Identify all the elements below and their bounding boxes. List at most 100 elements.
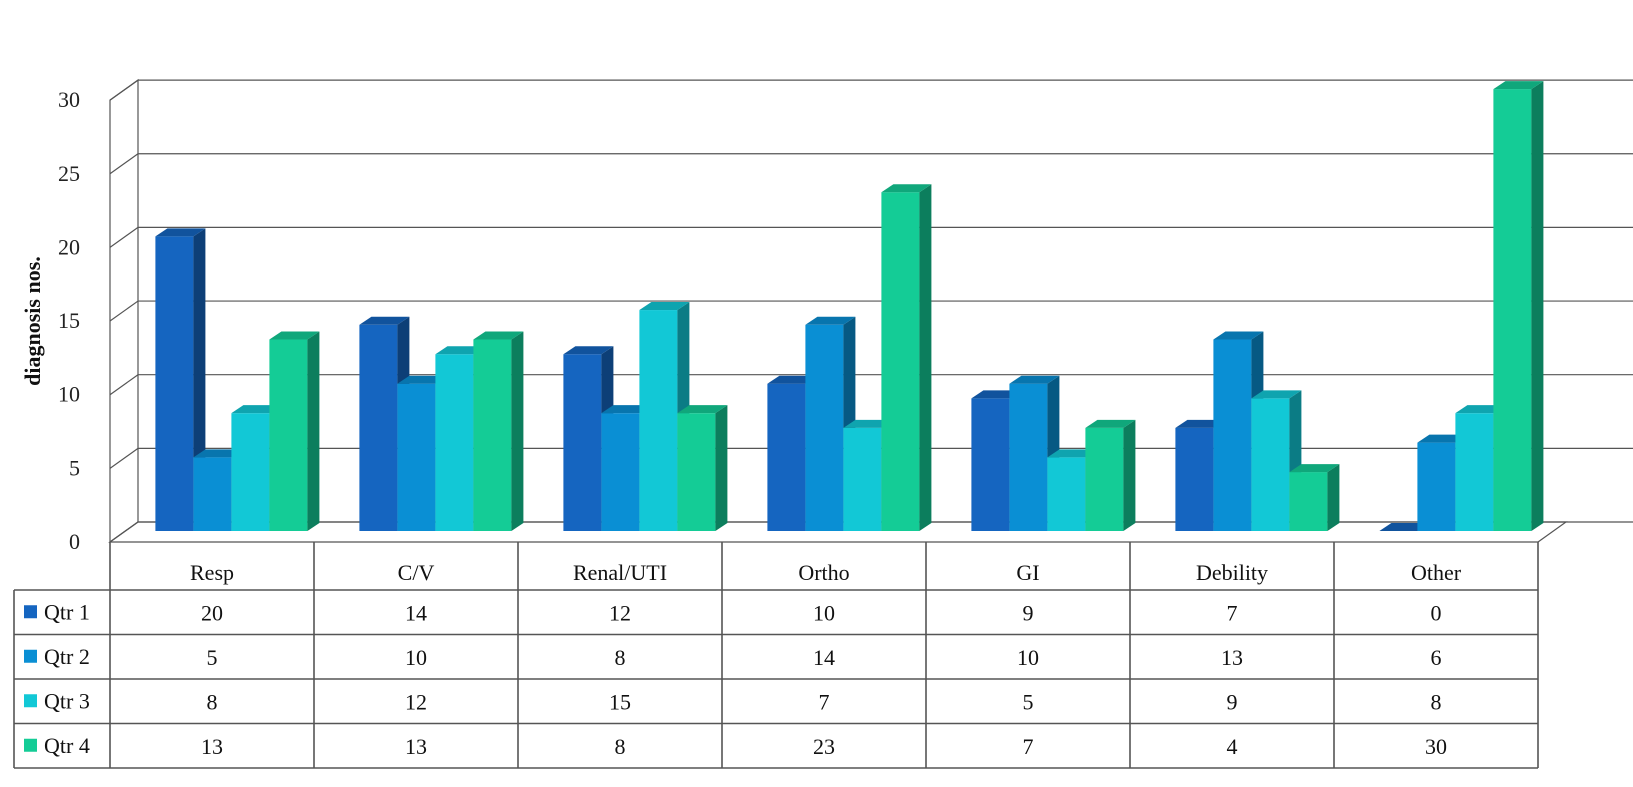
bar-front-face	[843, 427, 882, 531]
table-cell: 13	[1221, 645, 1243, 670]
table-cell: 12	[405, 689, 427, 714]
y-tick-label: 20	[58, 234, 80, 259]
bar-front-face	[971, 398, 1010, 531]
bar-top-face	[881, 184, 932, 193]
table-cell: 9	[1227, 689, 1238, 714]
bar	[1493, 81, 1544, 531]
bar-top-face	[563, 346, 614, 355]
bar-front-face	[1175, 427, 1214, 531]
table-cell: 5	[207, 645, 218, 670]
table-cell: 13	[405, 734, 427, 759]
bar-front-face	[1213, 339, 1252, 531]
y-tick-label: 15	[58, 308, 80, 333]
series-name: Qtr 1	[44, 599, 90, 624]
data-table: Resp C/V Renal/UTI Ortho GI Debility Other Qtr …	[13, 542, 1539, 769]
bar-front-face	[1047, 457, 1086, 531]
bar-front-face	[767, 383, 806, 531]
bar-side-face	[1123, 419, 1136, 531]
gridline	[109, 153, 1633, 175]
bar-top-face	[359, 316, 410, 325]
category-label: Ortho	[798, 560, 849, 585]
bar-front-face	[677, 413, 716, 531]
bar-front-face	[639, 310, 678, 531]
bar-front-face	[805, 324, 844, 531]
series-name: Qtr 4	[44, 733, 90, 758]
bar-side-face	[715, 405, 728, 531]
gridlines	[109, 79, 1633, 543]
bar	[473, 331, 524, 531]
y-tick-label: 25	[58, 161, 80, 186]
gridline	[109, 521, 1633, 543]
series-name: Qtr 3	[44, 688, 90, 713]
gridline	[109, 447, 1633, 469]
bars	[155, 81, 1544, 531]
bar-top-face	[193, 449, 244, 458]
legend-swatch	[24, 738, 37, 752]
bar-top-face	[1085, 419, 1136, 428]
bar-top-face	[677, 405, 728, 414]
bar	[1289, 464, 1340, 531]
table-cell: 4	[1227, 734, 1238, 759]
gridline	[109, 79, 1633, 101]
bar-front-face	[359, 324, 398, 531]
table-cell: 23	[813, 734, 835, 759]
bar-top-face	[1493, 81, 1544, 90]
bar-front-face	[1455, 413, 1494, 531]
category-label: GI	[1016, 560, 1039, 585]
table-cell: 13	[201, 734, 223, 759]
y-axis-ticks: 0 5 10 15 20 25 30	[58, 87, 80, 554]
bar-top-face	[1047, 449, 1098, 458]
bar-top-face	[805, 316, 856, 325]
table-cell: 14	[813, 645, 835, 670]
bar-top-face	[971, 390, 1022, 399]
bar-front-face	[1251, 398, 1290, 531]
bar-top-face	[1289, 464, 1340, 473]
table-cell: 5	[1023, 689, 1034, 714]
table-cell: 8	[207, 689, 218, 714]
bar-top-face	[397, 375, 448, 384]
table-cell: 10	[813, 600, 835, 625]
legend-swatch	[24, 605, 37, 619]
bar-front-face	[193, 457, 232, 531]
table-cell: 7	[819, 689, 830, 714]
gridline	[109, 300, 1633, 322]
y-tick-label: 0	[69, 529, 80, 554]
bar-side-face	[307, 331, 320, 531]
table-cell: 20	[201, 600, 223, 625]
bar-top-face	[1009, 375, 1060, 384]
bar-top-face	[639, 302, 690, 311]
bar-top-face	[231, 405, 282, 414]
table-cell: 12	[609, 600, 631, 625]
bar-side-face	[1531, 81, 1544, 531]
bar-top-face	[435, 346, 486, 355]
series-name: Qtr 2	[44, 644, 90, 669]
gridline	[109, 226, 1633, 248]
bar-front-face	[397, 383, 436, 531]
bar-top-face	[473, 331, 524, 340]
bar-front-face	[473, 339, 512, 531]
y-tick-label: 5	[69, 455, 80, 480]
bar-front-face	[1493, 89, 1532, 531]
table-cell: 9	[1023, 600, 1034, 625]
category-label: Renal/UTI	[573, 560, 667, 585]
table-cell: 10	[1017, 645, 1039, 670]
bar-top-face	[601, 405, 652, 414]
category-label: Debility	[1196, 560, 1268, 585]
bar-front-face	[155, 236, 194, 531]
bar	[1379, 523, 1430, 531]
category-label: C/V	[398, 560, 435, 585]
bar-front-face	[231, 413, 270, 531]
bar-side-face	[919, 184, 932, 531]
bar	[1085, 419, 1136, 531]
bar	[881, 184, 932, 531]
category-label: Other	[1411, 560, 1462, 585]
bar	[269, 331, 320, 531]
gridline	[109, 374, 1633, 396]
category-label: Resp	[190, 560, 234, 585]
legend-swatch	[24, 649, 37, 663]
bar-front-face	[601, 413, 640, 531]
y-tick-label: 30	[58, 87, 80, 112]
table-cell: 15	[609, 689, 631, 714]
y-axis-label: diagnosis nos.	[20, 256, 45, 386]
